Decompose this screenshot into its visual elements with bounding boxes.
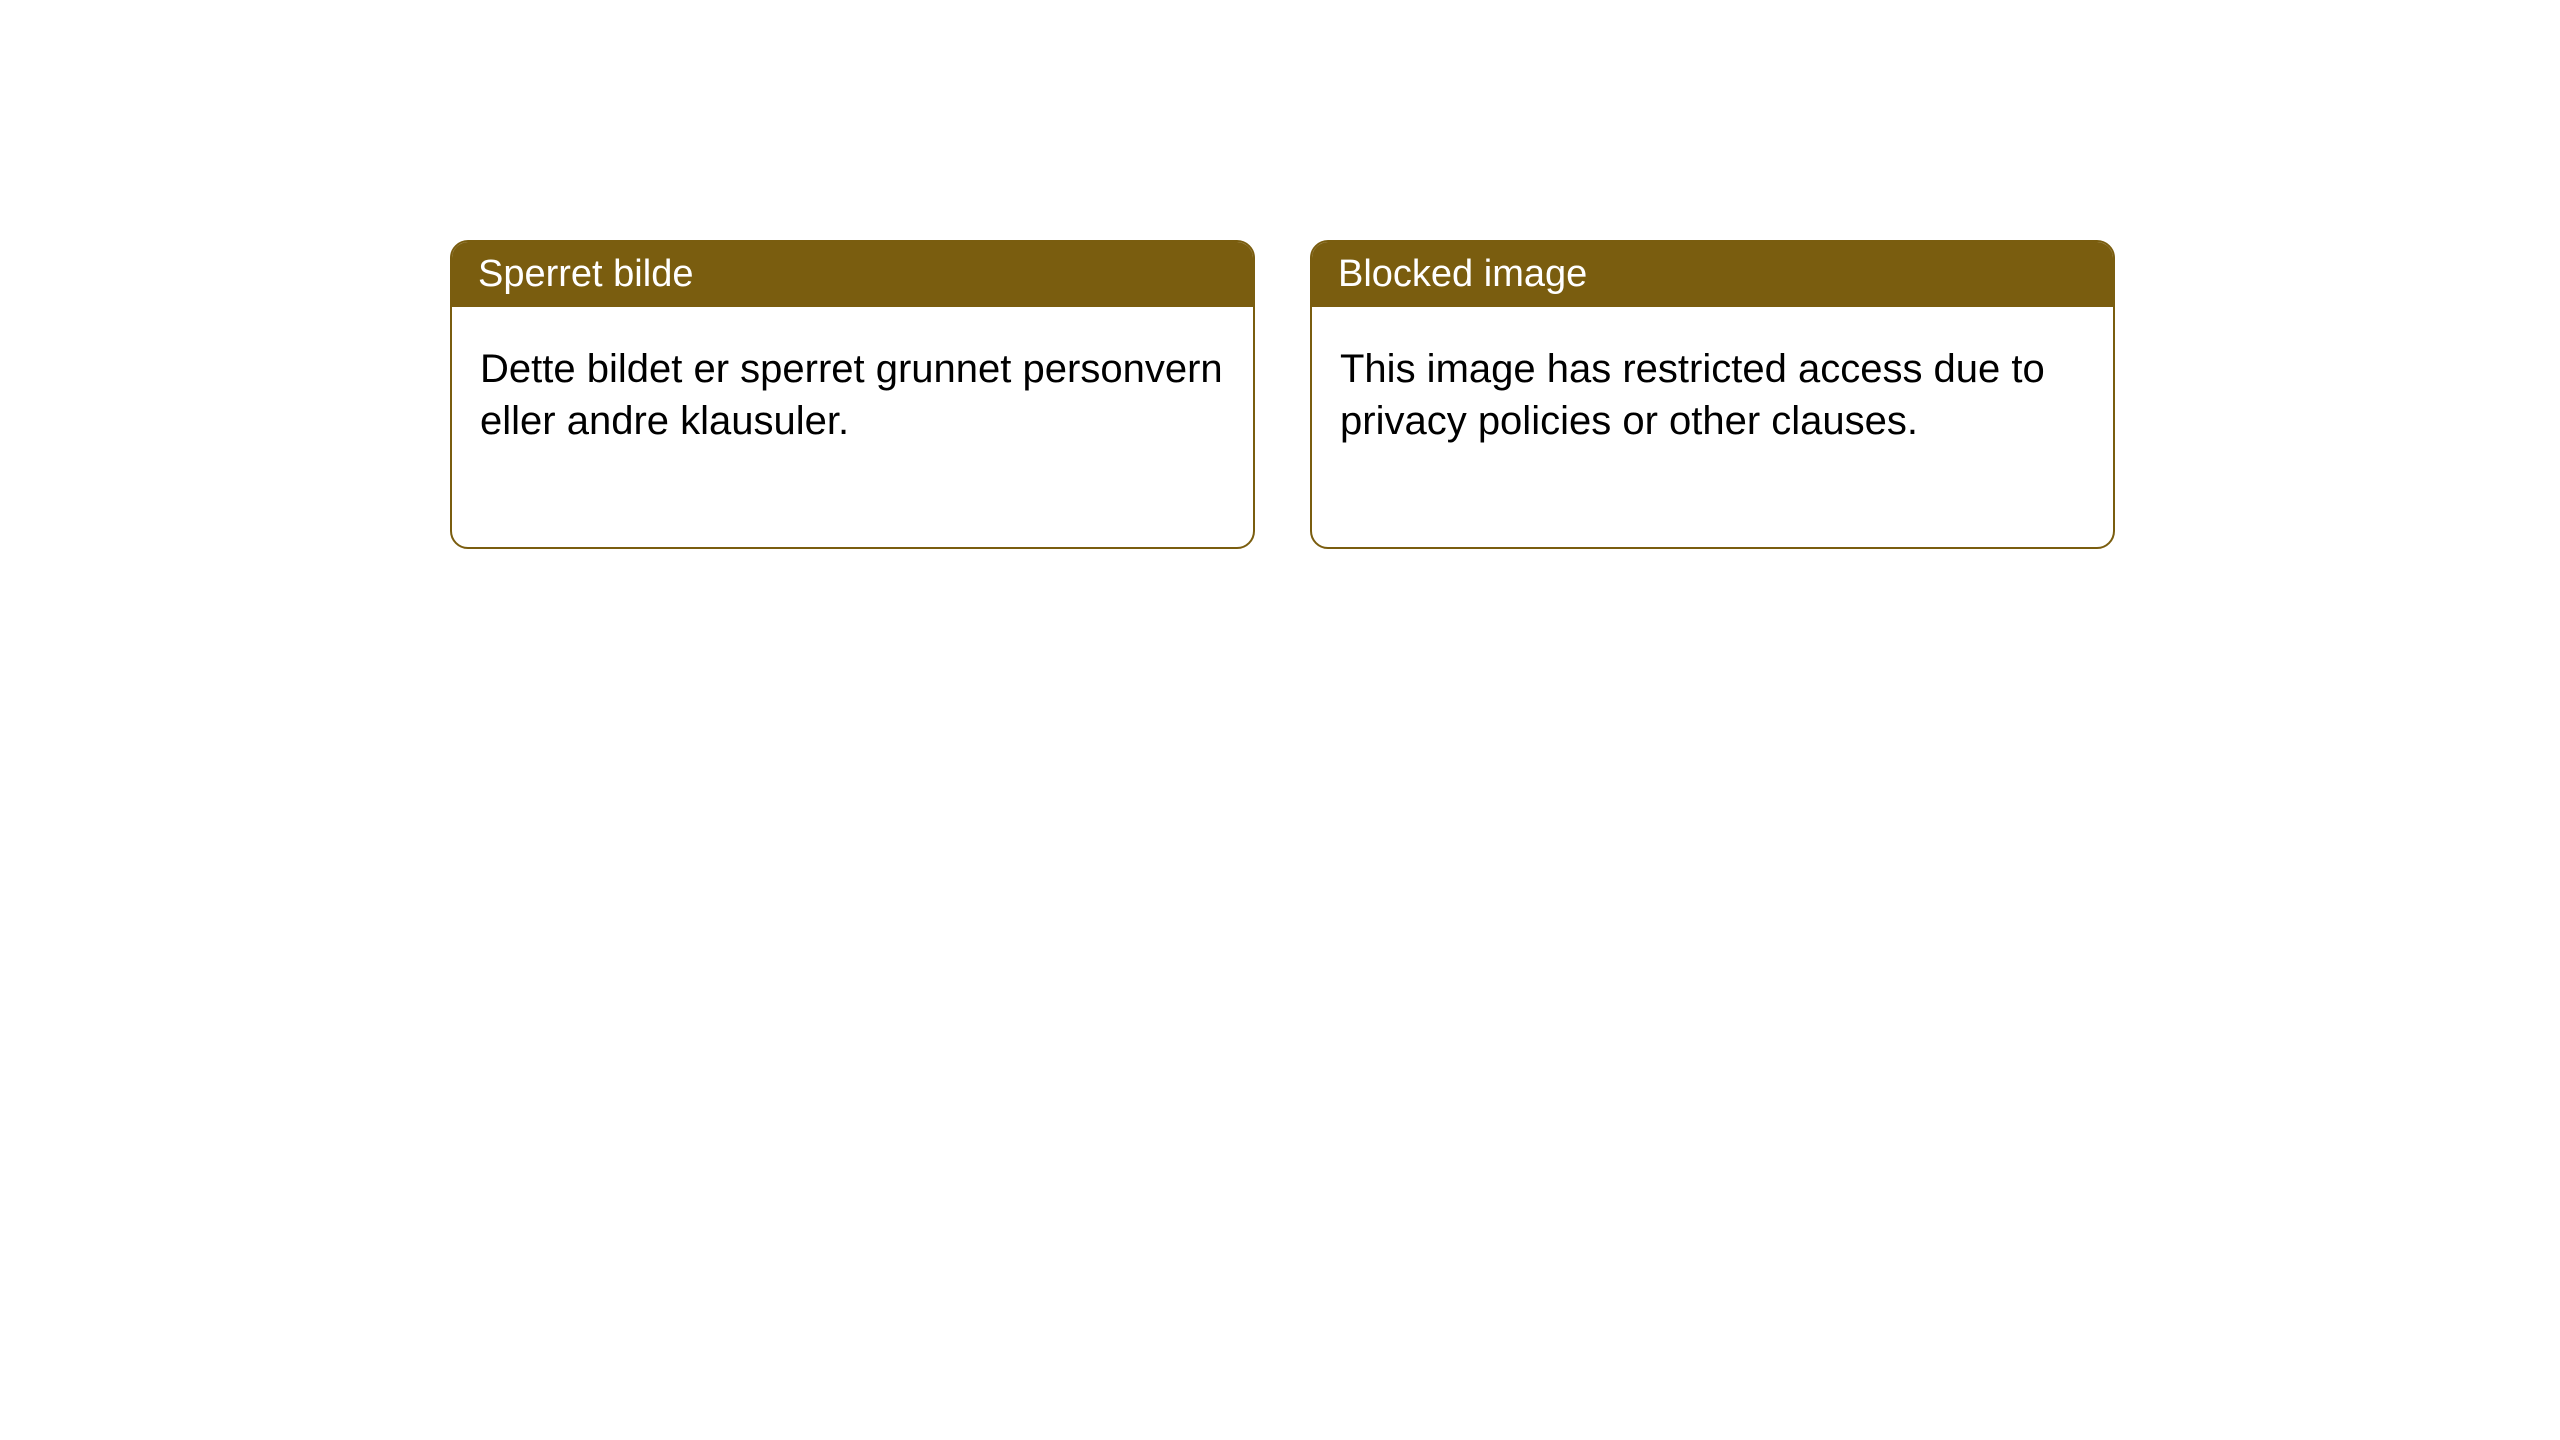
card-body-text: This image has restricted access due to …	[1312, 307, 2113, 547]
card-title: Blocked image	[1312, 242, 2113, 307]
card-body-text: Dette bildet er sperret grunnet personve…	[452, 307, 1253, 547]
blocked-image-card-english: Blocked image This image has restricted …	[1310, 240, 2115, 549]
notice-cards-container: Sperret bilde Dette bildet er sperret gr…	[0, 0, 2560, 549]
blocked-image-card-norwegian: Sperret bilde Dette bildet er sperret gr…	[450, 240, 1255, 549]
card-title: Sperret bilde	[452, 242, 1253, 307]
